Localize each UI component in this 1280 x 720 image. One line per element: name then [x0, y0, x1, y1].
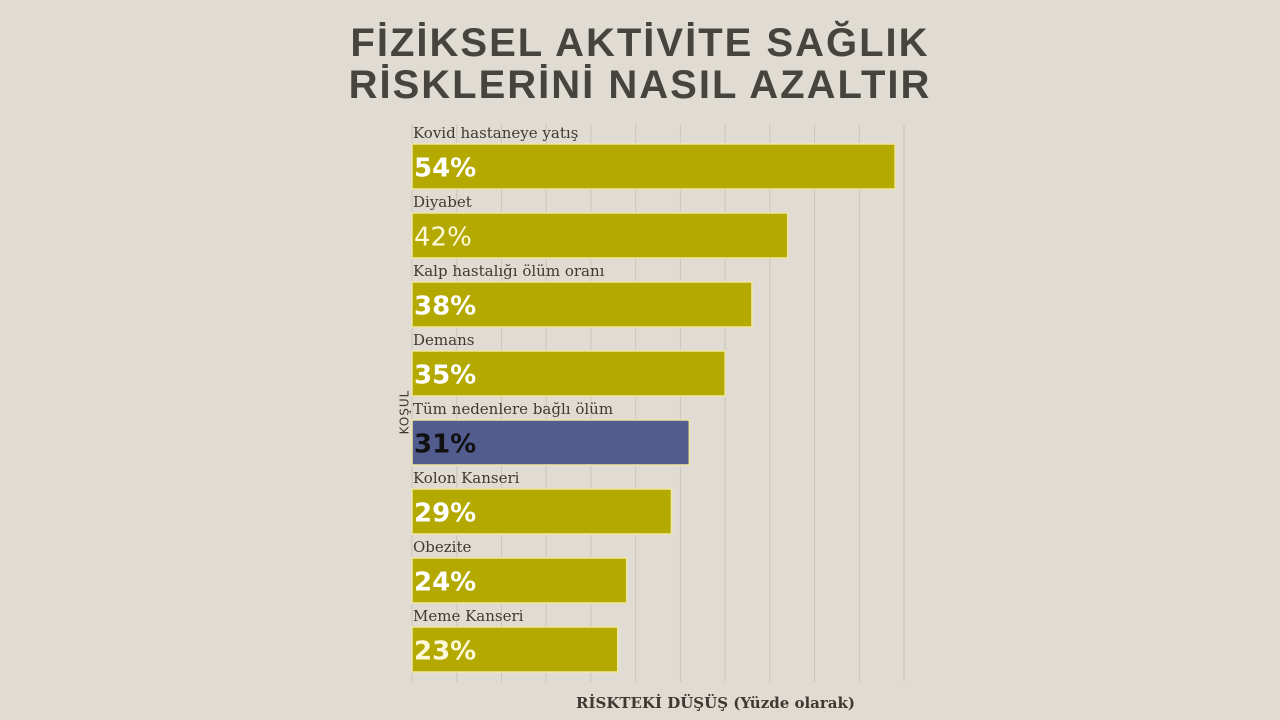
value-label: 35% — [414, 361, 476, 391]
category-label: Meme Kanseri — [413, 607, 524, 625]
value-label: 42% — [414, 223, 472, 253]
bar — [411, 350, 726, 397]
bar — [411, 626, 619, 673]
bar — [411, 143, 896, 190]
category-label: Obezite — [413, 538, 472, 556]
title-line-2: RİSKLERİNİ NASIL AZALTIR — [348, 63, 932, 107]
title-line-1: FİZİKSEL AKTİVİTE SAĞLIK — [350, 21, 930, 65]
category-label: Kalp hastalığı ölüm oranı — [413, 262, 605, 280]
chart-title: FİZİKSEL AKTİVİTE SAĞLIK RİSKLERİNİ NASI… — [0, 22, 1280, 106]
value-label: 38% — [414, 292, 476, 322]
value-label: 31% — [414, 430, 476, 460]
bar — [411, 281, 753, 328]
x-axis-label: RİSKTEKİ DÜŞÜŞ (Yüzde olarak) — [576, 694, 855, 712]
bar — [411, 212, 789, 259]
category-label: Demans — [413, 331, 474, 349]
value-label: 29% — [414, 499, 476, 529]
bar — [411, 419, 691, 466]
bar — [411, 488, 673, 535]
category-label: Kolon Kanseri — [413, 469, 520, 487]
category-label: Diyabet — [413, 193, 472, 211]
category-label: Tüm nedenlere bağlı ölüm — [413, 400, 613, 418]
category-label: Kovid hastaneye yatış — [413, 124, 578, 142]
bar — [411, 557, 628, 604]
value-label: 23% — [414, 637, 476, 667]
value-label: 24% — [414, 568, 476, 598]
value-label: 54% — [414, 154, 476, 184]
